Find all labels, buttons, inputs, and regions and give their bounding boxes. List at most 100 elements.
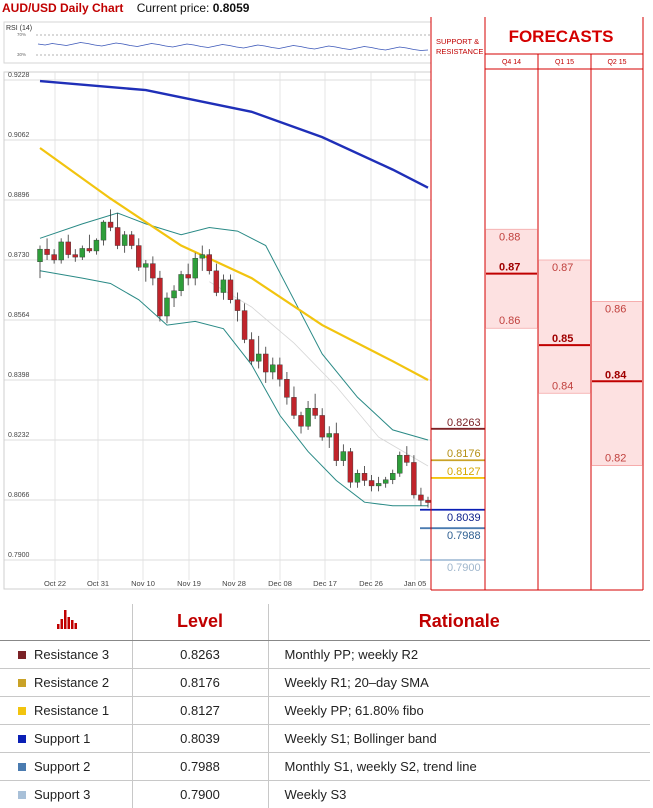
forecast-low-label: 0.86 — [499, 315, 520, 327]
level-name-cell: Support 3 — [0, 780, 132, 808]
level-row-resistance-2: Resistance 2 0.8176 Weekly R1; 20–day SMA — [0, 668, 650, 697]
level-value: 0.8127 — [131, 696, 268, 725]
forecast-low-label: 0.82 — [605, 453, 626, 465]
bar-chart-icon — [0, 604, 132, 641]
level-label: 0.8176 — [447, 448, 481, 460]
candle-body — [241, 310, 248, 340]
candle-body — [51, 254, 57, 261]
rsi-upper-label: 70% — [17, 32, 26, 37]
x-tick-label: Dec 08 — [268, 579, 292, 588]
bollinger-lower-line — [39, 270, 428, 507]
forecast-high-label: 0.87 — [552, 262, 573, 274]
candle-body — [319, 415, 325, 438]
candle-body — [199, 254, 205, 259]
candle-body — [368, 480, 375, 487]
level-label: 0.8039 — [447, 512, 481, 524]
candlesticks — [37, 209, 431, 508]
level-name-cell: Resistance 3 — [0, 640, 132, 669]
candle-body — [185, 274, 191, 279]
candle-body — [375, 483, 382, 487]
candle-body — [136, 245, 142, 268]
x-tick-label: Jan 05 — [404, 579, 427, 588]
level-rationale: Weekly R1; 20–day SMA — [267, 668, 650, 697]
candle-body — [425, 500, 431, 503]
level-name: Support 2 — [34, 758, 91, 774]
bollinger-bands — [39, 212, 429, 507]
y-tick-label: 0.8066 — [8, 492, 30, 499]
candle-body — [263, 353, 269, 373]
x-tick-label: Oct 31 — [87, 579, 109, 588]
y-tick-label: 0.8730 — [8, 252, 30, 259]
level-rationale: Weekly PP; 61.80% fibo — [267, 696, 650, 725]
candle-body — [277, 364, 283, 380]
forecast-period-q4-14: Q4 14 — [502, 59, 521, 66]
sma-yellow-line — [39, 147, 429, 381]
level-value: 0.8263 — [131, 640, 268, 669]
candle-body — [164, 297, 170, 317]
y-tick-label: 0.9062 — [8, 132, 30, 139]
candle-body — [248, 339, 255, 362]
level-label: 0.8127 — [447, 466, 481, 478]
candle-body — [255, 353, 262, 362]
candle-body — [86, 248, 93, 252]
y-tick-label: 0.8232 — [8, 432, 30, 439]
candle-body — [206, 254, 213, 272]
x-tick-label: Dec 26 — [359, 579, 383, 588]
chart-title: AUD/USD Daily Chart — [2, 1, 124, 15]
forecast-range-box — [485, 229, 538, 329]
candle-body — [93, 239, 100, 252]
bar-chart-icon-svg — [56, 610, 77, 630]
level-value: 0.7988 — [131, 752, 268, 781]
candle-body — [143, 263, 149, 268]
sma-blue-line — [39, 79, 429, 189]
forecast-period-q1-15: Q1 15 — [555, 59, 574, 66]
level-name: Resistance 3 — [34, 646, 110, 662]
candle-body — [227, 279, 234, 300]
rsi-panel: RSI (14) 70% 30% — [3, 21, 432, 64]
candle-body — [178, 274, 184, 291]
candle-body — [72, 254, 78, 258]
y-tick-label: 0.7900 — [8, 552, 30, 559]
candle-body — [411, 462, 417, 496]
sr-header-line1: SUPPORT & — [436, 37, 479, 46]
level-name: Resistance 1 — [34, 702, 110, 718]
x-tick-label: Nov 28 — [222, 579, 246, 588]
candle-body — [37, 248, 43, 263]
candle-body — [382, 479, 389, 484]
candle-body — [390, 473, 396, 480]
candle-body — [44, 248, 50, 255]
forecast-range-box — [538, 260, 591, 394]
level-name-cell: Resistance 1 — [0, 696, 132, 725]
y-tick-label: 0.8896 — [8, 192, 30, 199]
x-tick-label: Oct 22 — [44, 579, 66, 588]
level-name: Resistance 2 — [34, 674, 110, 690]
y-tick-label: 0.9228 — [8, 72, 30, 79]
candle-body — [157, 277, 163, 317]
candle-body — [171, 290, 177, 299]
rsi-line — [37, 42, 429, 51]
level-name: Support 3 — [34, 786, 91, 802]
price-value: 0.8059 — [212, 1, 250, 15]
candle-body — [291, 397, 297, 416]
candle-body — [284, 379, 290, 398]
candle-body — [340, 451, 347, 461]
forecasts-title: FORECASTS — [509, 27, 614, 46]
level-row-support-3: Support 3 0.7900 Weekly S3 — [0, 780, 650, 808]
levels-table: Level Rationale Resistance 3 0.8263 Monthl… — [0, 604, 650, 808]
price-chart: RSI (14) 70% 30% 0.9228 0.9062 0.8896 0.873… — [3, 17, 644, 591]
candle-body — [213, 270, 220, 293]
candle-body — [270, 364, 276, 373]
level-row-resistance-1: Resistance 1 0.8127 Weekly PP; 61.80% fibo — [0, 696, 650, 725]
candle-body — [333, 433, 339, 461]
level-color-swatch — [18, 707, 26, 716]
candle-body — [298, 415, 304, 427]
rsi-label: RSI (14) — [6, 25, 32, 32]
level-row-support-1: Support 1 0.8039 Weekly S1; Bollinger band — [0, 724, 650, 753]
candle-body — [305, 407, 311, 427]
chart-header: AUD/USD Daily Chart Current price: 0.805… — [2, 1, 430, 17]
support-resistance-column: SUPPORT & RESISTANCE — [430, 17, 486, 590]
level-rationale: Monthly PP; weekly R2 — [267, 640, 650, 669]
level-color-swatch — [18, 735, 26, 744]
level-name: Support 1 — [34, 730, 91, 746]
forecast-mid-label: 0.84 — [605, 369, 627, 381]
